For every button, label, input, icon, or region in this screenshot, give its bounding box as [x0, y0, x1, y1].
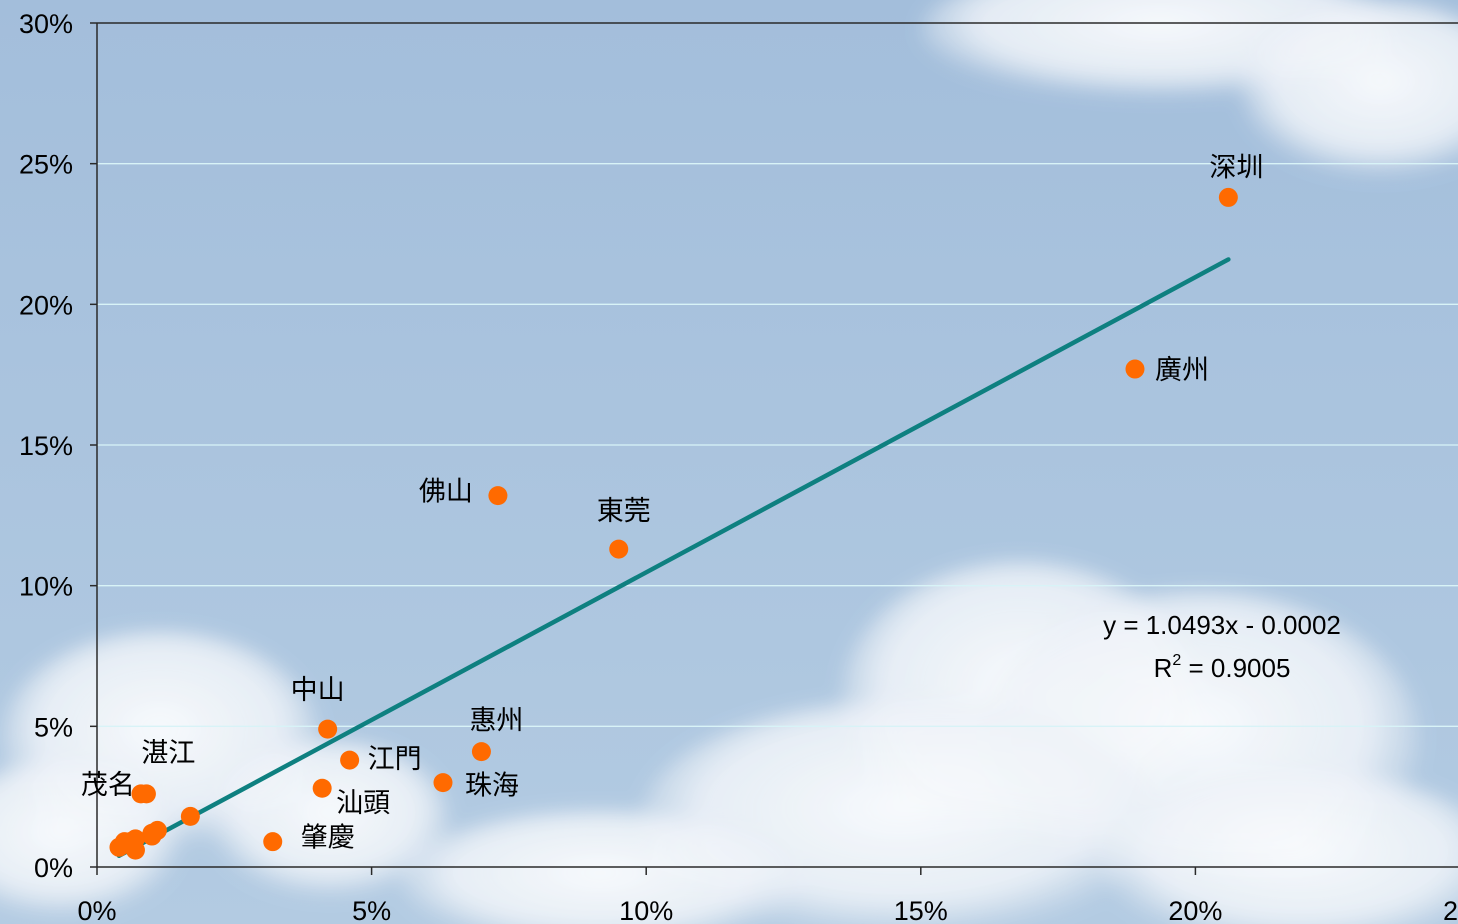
trendline [116, 257, 1231, 859]
x-tick-label: 15% [894, 896, 948, 924]
point-label: 中山 [291, 675, 345, 706]
trend-equation: y = 1.0493x - 0.0002 R2 = 0.9005 [1103, 610, 1341, 683]
point-label: 江門 [368, 744, 422, 775]
r-squared-text: R2 = 0.9005 [1154, 652, 1291, 683]
data-point [488, 486, 508, 506]
point-label: 東莞 [597, 496, 651, 527]
equation-text: y = 1.0493x - 0.0002 [1103, 610, 1341, 640]
data-point [609, 539, 629, 559]
r-squared-value: = 0.9005 [1181, 653, 1290, 683]
x-tick-label: 25% [1443, 896, 1458, 924]
data-point [109, 837, 129, 857]
grid-lines [97, 163, 1458, 727]
point-label: 茂名 [81, 770, 135, 801]
data-point [312, 778, 332, 798]
data-point [340, 750, 360, 770]
data-point [433, 773, 453, 793]
y-tick-label: 25% [19, 150, 73, 180]
point-label: 惠州 [469, 706, 523, 737]
data-point [131, 784, 151, 804]
x-tick-label: 0% [77, 896, 116, 924]
y-tick-label: 30% [19, 9, 73, 39]
point-label: 肇慶 [301, 823, 355, 854]
point-label: 珠海 [465, 771, 519, 802]
data-point [263, 832, 283, 852]
y-tick-label: 15% [19, 431, 73, 461]
trendline-path [116, 257, 1231, 859]
y-tick-label: 10% [19, 572, 73, 602]
data-point [180, 806, 200, 826]
point-label: 汕頭 [336, 788, 390, 819]
data-point [1218, 187, 1238, 207]
data-point [1125, 359, 1145, 379]
x-tick-label: 5% [352, 896, 391, 924]
data-points [109, 187, 1238, 860]
tick-labels: 0% 5% 10% 15% 20% 25% 30% 0% 5% 10% 15% 20% 25% [19, 9, 1458, 924]
point-label: 湛江 [141, 738, 195, 769]
point-label: 廣州 [1155, 355, 1209, 386]
data-point [471, 742, 491, 762]
point-label: 佛山 [419, 477, 473, 508]
x-tick-label: 10% [619, 896, 673, 924]
y-tick-label: 20% [19, 290, 73, 320]
point-label: 深圳 [1209, 152, 1263, 183]
y-tick-label: 0% [34, 853, 73, 883]
x-tick-label: 20% [1168, 896, 1222, 924]
y-tick-label: 5% [34, 712, 73, 742]
data-point [125, 840, 145, 860]
r-squared-exponent: 2 [1172, 652, 1181, 669]
r-squared-prefix: R [1154, 653, 1173, 683]
data-point [318, 719, 338, 739]
data-point [142, 826, 162, 846]
